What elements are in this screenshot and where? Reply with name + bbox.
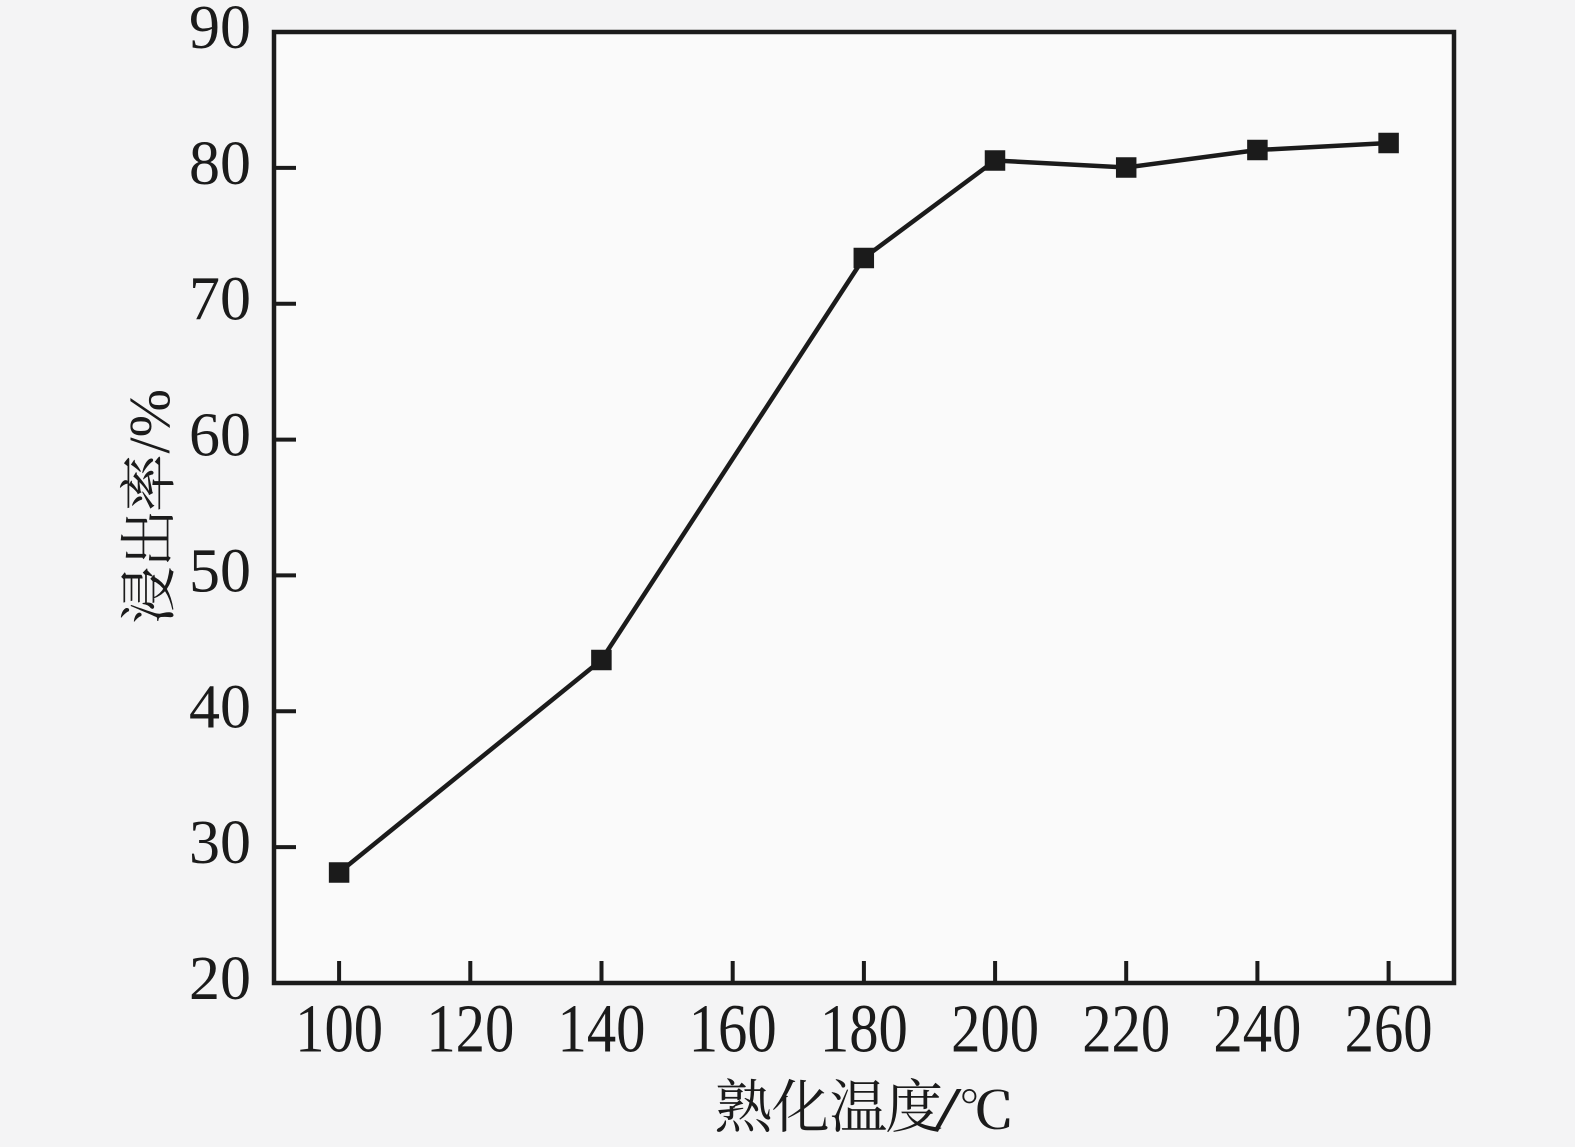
svg-text:120: 120: [426, 990, 514, 1067]
svg-text:160: 160: [689, 990, 777, 1067]
svg-text:60: 60: [189, 402, 251, 470]
svg-text:260: 260: [1345, 990, 1433, 1067]
svg-text:100: 100: [295, 990, 383, 1067]
svg-text:180: 180: [820, 990, 908, 1067]
svg-text:90: 90: [189, 0, 251, 62]
svg-text:140: 140: [558, 990, 646, 1067]
svg-text:30: 30: [189, 809, 251, 877]
svg-text:70: 70: [189, 266, 251, 334]
svg-text:220: 220: [1082, 990, 1170, 1067]
svg-text:200: 200: [951, 990, 1039, 1067]
svg-text:40: 40: [189, 673, 251, 741]
svg-text:/%: /%: [117, 389, 182, 453]
svg-text:/: /: [933, 1076, 962, 1144]
svg-text:80: 80: [189, 130, 251, 198]
svg-text:240: 240: [1213, 990, 1301, 1067]
svg-text:50: 50: [189, 537, 251, 605]
svg-text:20: 20: [189, 945, 251, 1013]
